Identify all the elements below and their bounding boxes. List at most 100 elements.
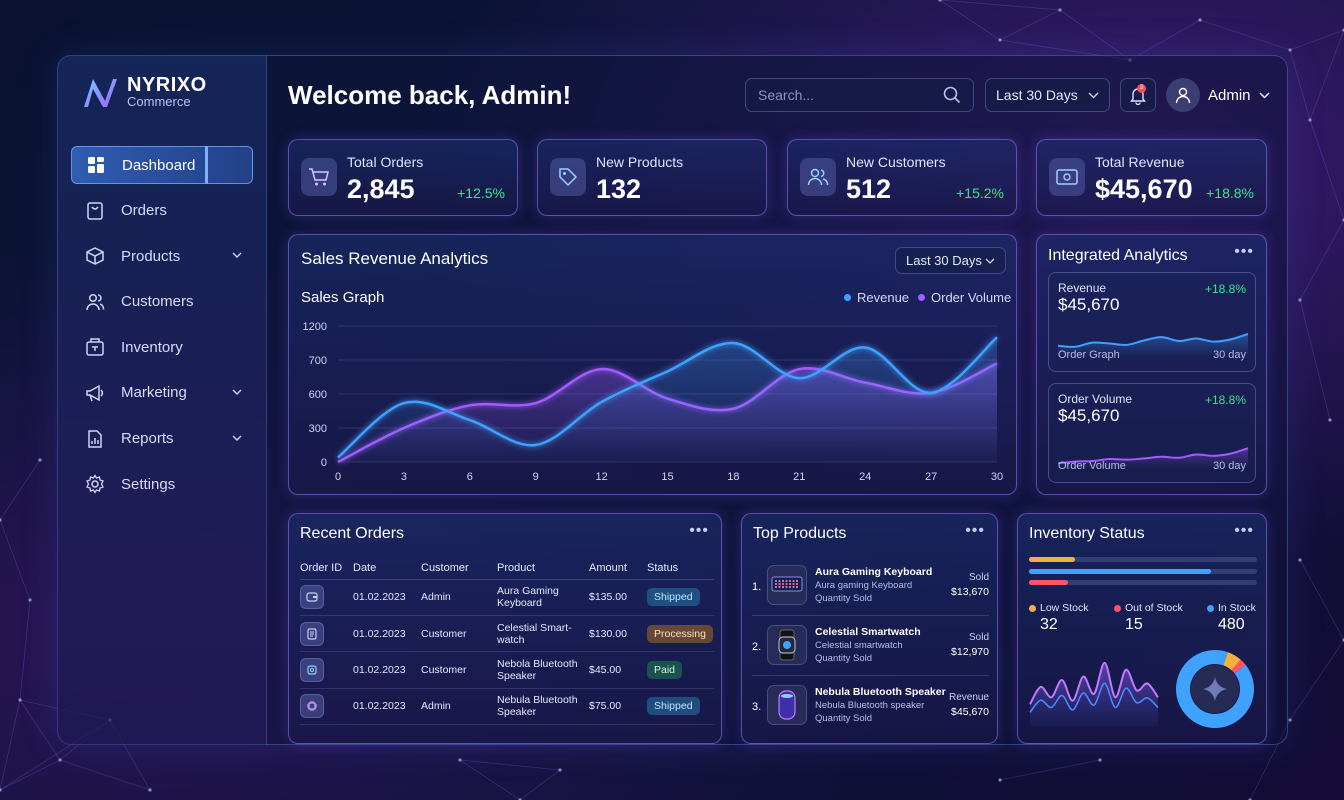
sidebar-item-orders[interactable]: Orders [71,192,253,230]
network-node [1198,18,1202,22]
product-metric: Revenue [948,692,989,703]
kpi-total-revenue[interactable]: Total Revenue $45,670 +18.8% [1036,139,1267,216]
inventory-charts [1029,650,1254,728]
order-status-cell: Shipped [647,688,714,726]
x-tick-label: 9 [533,471,539,483]
column-header: Customer [421,558,497,580]
search-box[interactable] [745,78,974,112]
logo-icon [84,79,117,107]
search-icon[interactable] [943,86,961,104]
kpi-total-orders[interactable]: Total Orders 2,845 +12.5% [288,139,518,216]
sidebar-item-reports[interactable]: Reports [71,420,253,458]
network-node [18,698,22,702]
kpi-label: Total Revenue [1095,154,1185,170]
network-line [1199,19,1291,51]
order-id-cell [300,615,353,653]
legend-label: In Stock [1218,602,1256,614]
inventory-wave-line-2 [1029,682,1159,713]
search-input[interactable] [758,87,943,103]
list-item[interactable]: 2. Celestial Smartwatch Celestial smartwat… [752,618,989,676]
status-badge: Shipped [647,588,700,607]
more-options-icon[interactable]: ••• [1234,522,1254,539]
legend-order-volume: Order Volume [918,290,1011,305]
network-node [1288,48,1292,52]
notifications-button[interactable]: 3 [1120,78,1156,112]
list-item[interactable]: 1. Aura Gaming Keyboard Aura gaming Keyboa… [752,558,989,616]
top-products-card: Top Products ••• 1. Aura Gaming Keyboard A… [741,513,998,744]
mini-change: +18.8% [1204,282,1246,296]
sidebar-item-customers[interactable]: Customers [71,283,253,321]
sidebar-item-settings[interactable]: Settings [71,465,253,503]
kpi-label: Total Orders [347,154,424,170]
product-value: $45,670 [951,706,989,718]
inventory-bar-out [1029,580,1257,585]
x-tick-label: 12 [595,471,607,483]
x-tick-label: 18 [727,471,739,483]
network-line [1299,299,1331,421]
receipt-icon[interactable] [300,621,324,646]
mini-card-revenue[interactable]: Revenue $45,670 +18.8% Order Graph 30 da… [1048,272,1256,372]
wallet-icon[interactable] [300,585,324,610]
order-status-cell: Processing [647,615,714,653]
column-header: Order ID [300,558,353,580]
keyboard-icon [767,565,807,605]
date-range-dropdown[interactable]: Last 30 Days [985,78,1110,112]
sales-range-dropdown[interactable]: Last 30 Days [895,247,1006,274]
order-product: Nebula Bluetooth Speaker [497,688,589,726]
network-line [999,759,1101,781]
order-customer: Admin [421,688,497,726]
product-desc: Nebula Bluetooth speaker [815,700,925,711]
sidebar-item-inventory[interactable]: Inventory [71,328,253,366]
network-line [459,759,561,771]
network-node [1328,418,1332,422]
table-row[interactable]: 01.02.2023 Admin Aura Gaming Keyboard $135.… [300,579,714,616]
user-menu[interactable]: Admin [1166,78,1270,112]
kpi-label: New Customers [846,154,946,170]
cart-icon [309,168,329,186]
chip-icon[interactable] [300,694,324,719]
network-line [1129,19,1201,61]
gear-icon [85,474,105,494]
tag-icon [559,168,578,187]
network-line [59,759,151,791]
bar-fill [1029,557,1075,562]
sidebar-item-dashboard[interactable]: Dashboard [71,146,253,184]
table-row[interactable]: 01.02.2023 Customer Nebola Bluetooth Speak… [300,651,714,689]
card-title: Sales Revenue Analytics [301,249,489,268]
more-options-icon[interactable]: ••• [689,522,709,539]
mini-value: $45,670 [1058,406,1120,425]
kpi-value: 512 [846,174,892,204]
reports-icon [85,429,105,449]
kpi-new-customers[interactable]: New Customers 512 +15.2% [787,139,1017,216]
more-options-icon[interactable]: ••• [1234,243,1254,260]
low-stock-value: 32 [1040,616,1058,633]
mini-trend-chart [1057,333,1249,357]
mini-card-order-volume[interactable]: Order Volume $45,670 +18.8% Order Volume… [1048,383,1256,483]
sidebar-item-products[interactable]: Products [71,237,253,275]
order-date: 01.02.2023 [353,651,421,689]
network-line [939,0,1001,41]
kpi-new-products[interactable]: New Products 132 [537,139,767,216]
table-row[interactable]: 01.02.2023 Admin Nebula Bluetooth Speaker $… [300,688,714,726]
mini-trend-chart [1057,447,1249,468]
network-line [999,9,1061,41]
watch-icon[interactable] [300,657,324,682]
mini-footer: Order Volume [1058,460,1126,472]
recent-orders-card: Recent Orders ••• Order ID Date Customer… [288,513,722,744]
list-item[interactable]: 3. Nebula Bluetooth Speaker Nebula Bluetoo… [752,678,989,736]
more-options-icon[interactable]: ••• [965,522,985,539]
brand-subtitle: Commerce [127,94,191,109]
sidebar-item-label: Inventory [121,338,183,356]
network-node [938,0,942,2]
order-id-cell [300,688,353,726]
mini-label: Revenue [1058,281,1107,295]
order-date: 01.02.2023 [353,688,421,726]
network-line [0,459,41,521]
sidebar-item-marketing[interactable]: Marketing [71,374,253,412]
brand-logo[interactable]: NYRIXO Commerce [81,75,207,109]
table-row[interactable]: 01.02.2023 Customer Celestial Smart-watch $… [300,615,714,653]
out-of-stock-value: 15 [1125,616,1143,633]
x-tick-label: 3 [401,471,407,483]
x-tick-label: 24 [859,471,871,483]
order-amount: $130.00 [589,615,647,653]
